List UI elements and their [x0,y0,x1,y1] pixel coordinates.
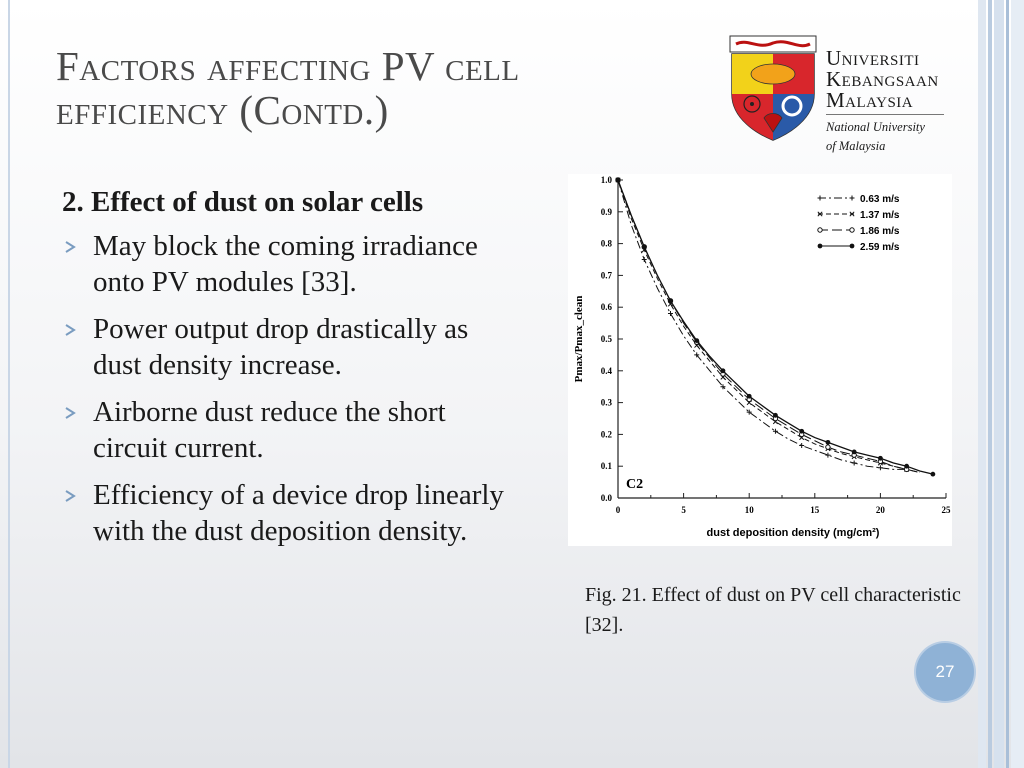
y-tick-label: 0.4 [601,366,613,376]
data-point [746,393,752,399]
x-tick-label: 20 [876,505,886,515]
crest-icon [729,35,817,141]
data-point [746,409,752,415]
data-point [877,465,883,471]
data-point [825,452,831,458]
bullet-item: May block the coming irradiance onto PV … [62,228,522,300]
legend-label: 1.86 m/s [860,226,900,237]
x-tick-label: 5 [681,505,686,515]
y-tick-label: 0.2 [601,429,613,439]
data-point [851,460,857,466]
logo-line-1: Universiti [826,46,920,70]
y-tick-label: 0.5 [601,334,613,344]
slide-body: 2. Effect of dust on solar cells May blo… [62,184,522,560]
arrow-bullet-icon [65,490,76,502]
y-tick-label: 0.8 [601,239,613,249]
data-point [851,449,857,455]
y-tick-label: 0.0 [601,493,613,503]
bullet-text: Efficiency of a device drop linearly wit… [93,479,504,547]
legend-marker [817,243,823,249]
university-logo: Universiti Kebangsaan Malaysia National … [728,34,948,153]
data-point [694,338,700,343]
data-point [667,311,673,317]
logo-line-2: Kebangsaan [826,67,939,91]
arrow-bullet-icon [65,241,76,253]
bullet-item: Airborne dust reduce the short circuit c… [62,394,522,466]
data-point [825,444,831,450]
legend-marker [849,211,855,217]
legend-label: 0.63 m/s [860,194,900,205]
x-tick-label: 10 [745,505,755,515]
bullet-list: May block the coming irradiance onto PV … [62,228,522,549]
data-point [641,244,647,250]
legend-marker [849,243,855,249]
series-line-1 [617,179,907,470]
title-line-2: efficiency (Contd.) [56,87,389,133]
data-point [694,352,700,358]
section-heading: 2. Effect of dust on solar cells [62,186,424,218]
data-point [773,412,778,418]
bullet-item: Power output drop drastically as dust de… [62,311,522,383]
legend-marker [817,211,823,217]
logo-sub-1: National University [826,120,925,134]
right-decorative-bars [978,0,1024,768]
legend-marker [817,227,823,233]
data-point [930,471,936,477]
bullet-text: May block the coming irradiance onto PV … [93,230,478,298]
y-axis-label: Pmax/Pmax_clean [573,296,585,383]
y-tick-label: 0.6 [601,302,613,312]
figure-caption: Fig. 21. Effect of dust on PV cell chara… [585,584,961,636]
arrow-bullet-icon [65,407,76,419]
bullet-item: Efficiency of a device drop linearly wit… [62,477,522,549]
y-tick-label: 0.9 [601,207,613,217]
logo-divider [826,114,944,115]
arrow-bullet-icon [65,324,76,336]
y-tick-label: 0.3 [601,398,613,408]
x-axis-label: dust deposition density (mg/cm²) [707,527,880,539]
bullet-text: Power output drop drastically as dust de… [93,313,469,381]
dust-effect-chart: 0.0 0.1 0.2 0.3 0.4 0.5 0.6 0.7 0.8 0.9 1.0 0 5 10 15 2… [568,174,952,546]
data-point [825,439,831,445]
data-point [799,443,805,449]
series-line-3 [617,179,920,474]
data-point [878,455,883,461]
series-line-2 [617,179,920,474]
data-point [772,428,778,434]
data-point [641,257,647,262]
x-tick-label: 25 [942,505,952,515]
title-line-1: Factors affecting PV cell [56,43,520,89]
logo-line-3: Malaysia [826,88,914,112]
left-decorative-line [8,0,10,768]
legend-label: 1.37 m/s [860,210,900,221]
legend-label: 2.59 m/s [860,242,900,253]
data-point [615,177,621,183]
data-point [720,384,726,390]
bullet-text: Airborne dust reduce the short circuit c… [93,396,446,464]
legend-marker [849,227,855,233]
data-point [799,428,805,434]
data-point [904,463,910,469]
page-number-badge: 27 [916,643,974,701]
y-tick-label: 0.1 [601,461,613,471]
legend-marker [817,195,823,201]
logo-sub-2: of Malaysia [826,139,886,153]
chart-annotation: C2 [626,477,643,492]
y-tick-label: 1.0 [601,175,613,185]
data-point [668,298,673,304]
y-tick-label: 0.7 [601,270,613,280]
chart-svg: 0.0 0.1 0.2 0.3 0.4 0.5 0.6 0.7 0.8 0.9 1.0 0 5 10 15 2… [573,175,952,539]
legend-marker [849,195,855,201]
x-tick-label: 15 [810,505,820,515]
data-point [720,368,726,374]
x-tick-label: 0 [616,505,621,515]
slide-title: Factors affecting PV cell efficiency (Co… [56,44,676,132]
